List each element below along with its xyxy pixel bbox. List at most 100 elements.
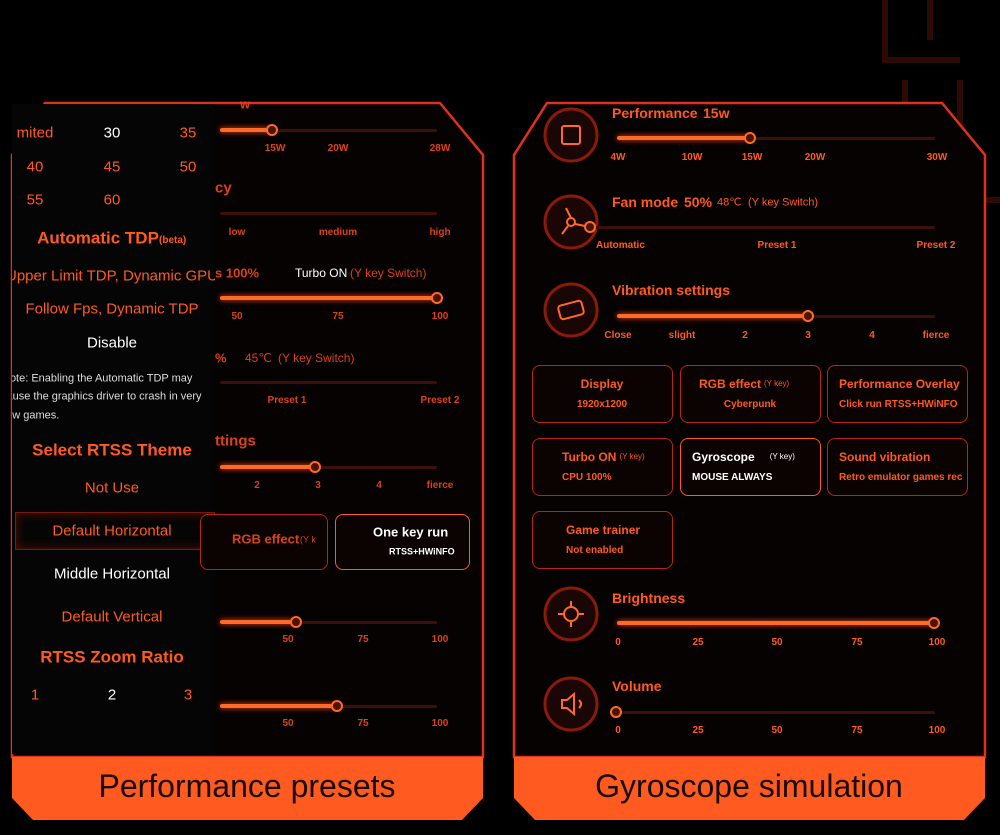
menu-option[interactable]: Disable <box>86 334 138 352</box>
label: 15W <box>741 152 763 163</box>
slider-track[interactable] <box>220 466 437 469</box>
section-title: Automatic TDP <box>37 228 159 248</box>
menu-option[interactable]: Default Horizontal <box>52 522 172 540</box>
slider-track[interactable] <box>617 137 935 140</box>
label: 100 <box>431 718 449 729</box>
menu-option[interactable]: Default Vertical <box>61 608 163 626</box>
label: 50 <box>771 725 783 736</box>
badge: (beta) <box>159 235 187 246</box>
tile[interactable] <box>200 514 328 570</box>
menu-option[interactable]: mited <box>16 124 54 142</box>
menu-option[interactable]: 1 <box>30 686 40 704</box>
tile-value: 1920x1200 <box>576 399 628 410</box>
label: Automatic <box>596 240 645 251</box>
label: 3 <box>315 480 321 491</box>
tile-value: Cyberpunk <box>723 399 777 410</box>
label: 50 <box>771 637 783 648</box>
menu-option[interactable]: 40 <box>26 158 44 176</box>
label: 3 <box>805 330 811 341</box>
tile-value: Not enabled <box>566 545 624 556</box>
tile[interactable] <box>680 438 821 496</box>
label: s 100% <box>215 265 260 281</box>
caption: Performance presets <box>98 768 396 804</box>
menu-option[interactable]: 2 <box>107 686 117 704</box>
section-title: cy <box>215 179 232 197</box>
label: 25 <box>692 725 704 736</box>
menu-option[interactable]: 35 <box>179 124 197 142</box>
slider-knob[interactable] <box>610 706 622 718</box>
label: 75 <box>332 311 344 322</box>
label: RTSS+HWiNFO <box>389 546 455 557</box>
label: 45℃ <box>245 351 272 365</box>
note: cause the graphics driver to crash in ve… <box>12 390 202 403</box>
tile[interactable] <box>532 511 673 569</box>
slider-knob[interactable] <box>431 292 443 304</box>
menu-option[interactable]: Follow Fps, Dynamic TDP <box>25 300 199 318</box>
slider-knob[interactable] <box>802 310 814 322</box>
tile[interactable] <box>532 438 673 496</box>
slider-knob[interactable] <box>266 124 278 136</box>
section-title: Volume <box>612 678 662 694</box>
label: fierce <box>922 330 950 341</box>
label: Close <box>604 330 632 341</box>
label: 0 <box>615 637 621 648</box>
slider-track[interactable] <box>617 711 935 714</box>
label: (Y key Switch) <box>350 266 427 280</box>
slider-track[interactable] <box>220 129 437 132</box>
menu-option[interactable]: 55 <box>26 191 44 209</box>
slider-track[interactable] <box>220 621 437 624</box>
label: 75 <box>851 725 863 736</box>
tile-title: Sound vibration <box>839 450 931 464</box>
label: 100 <box>431 634 449 645</box>
slider-knob[interactable] <box>928 617 940 629</box>
menu-option[interactable]: 30 <box>103 124 121 142</box>
tile-title: Performance Overlay <box>839 377 960 391</box>
label: Preset 2 <box>420 395 460 406</box>
label: 75 <box>357 718 369 729</box>
label: 20W <box>804 152 826 163</box>
label: 15W <box>264 143 286 154</box>
slider-track[interactable] <box>590 226 935 229</box>
slider-knob[interactable] <box>584 221 596 233</box>
menu-option[interactable]: Middle Horizontal <box>54 565 170 583</box>
tile-title: Game trainer <box>566 523 641 537</box>
label: 100 <box>928 725 946 736</box>
label: 4 <box>376 480 382 491</box>
section-title: Select RTSS Theme <box>32 440 192 460</box>
menu-option[interactable]: 50 <box>179 158 197 176</box>
slider-knob[interactable] <box>331 700 343 712</box>
section-title: RTSS Zoom Ratio <box>40 647 184 667</box>
menu-option[interactable]: 3 <box>183 686 193 704</box>
tile-title: Display <box>580 377 624 391</box>
label: 50 <box>282 718 294 729</box>
label: 75 <box>357 634 369 645</box>
tile[interactable] <box>827 365 968 423</box>
label: 4W <box>610 152 626 163</box>
label: 25 <box>692 637 704 648</box>
label: slight <box>668 330 696 341</box>
caption: Gyroscope simulation <box>595 768 903 804</box>
label: 2 <box>254 480 260 491</box>
badge: (Y key) <box>764 379 790 388</box>
slider-track[interactable] <box>220 381 437 384</box>
tile[interactable] <box>827 438 968 496</box>
slider-knob[interactable] <box>744 132 756 144</box>
tile[interactable] <box>335 514 470 570</box>
menu-option[interactable]: 45 <box>103 158 121 176</box>
tile-title: Gyroscope <box>692 450 755 464</box>
tile[interactable] <box>680 365 821 423</box>
label: 15w <box>703 105 730 121</box>
slider-knob[interactable] <box>309 461 321 473</box>
slider-track[interactable] <box>220 212 437 215</box>
menu-option[interactable]: Not Use <box>84 479 140 497</box>
label: 0 <box>615 725 621 736</box>
label: 75 <box>851 637 863 648</box>
note: new games. <box>12 409 60 422</box>
menu-option[interactable]: 60 <box>103 191 121 209</box>
tile[interactable] <box>532 365 673 423</box>
slider-knob[interactable] <box>290 616 302 628</box>
menu-option[interactable]: Upper Limit TDP, Dynamic GPU <box>12 267 215 285</box>
slider-fill <box>617 314 808 318</box>
label: 50 <box>231 311 243 322</box>
label: 100 <box>431 311 449 322</box>
